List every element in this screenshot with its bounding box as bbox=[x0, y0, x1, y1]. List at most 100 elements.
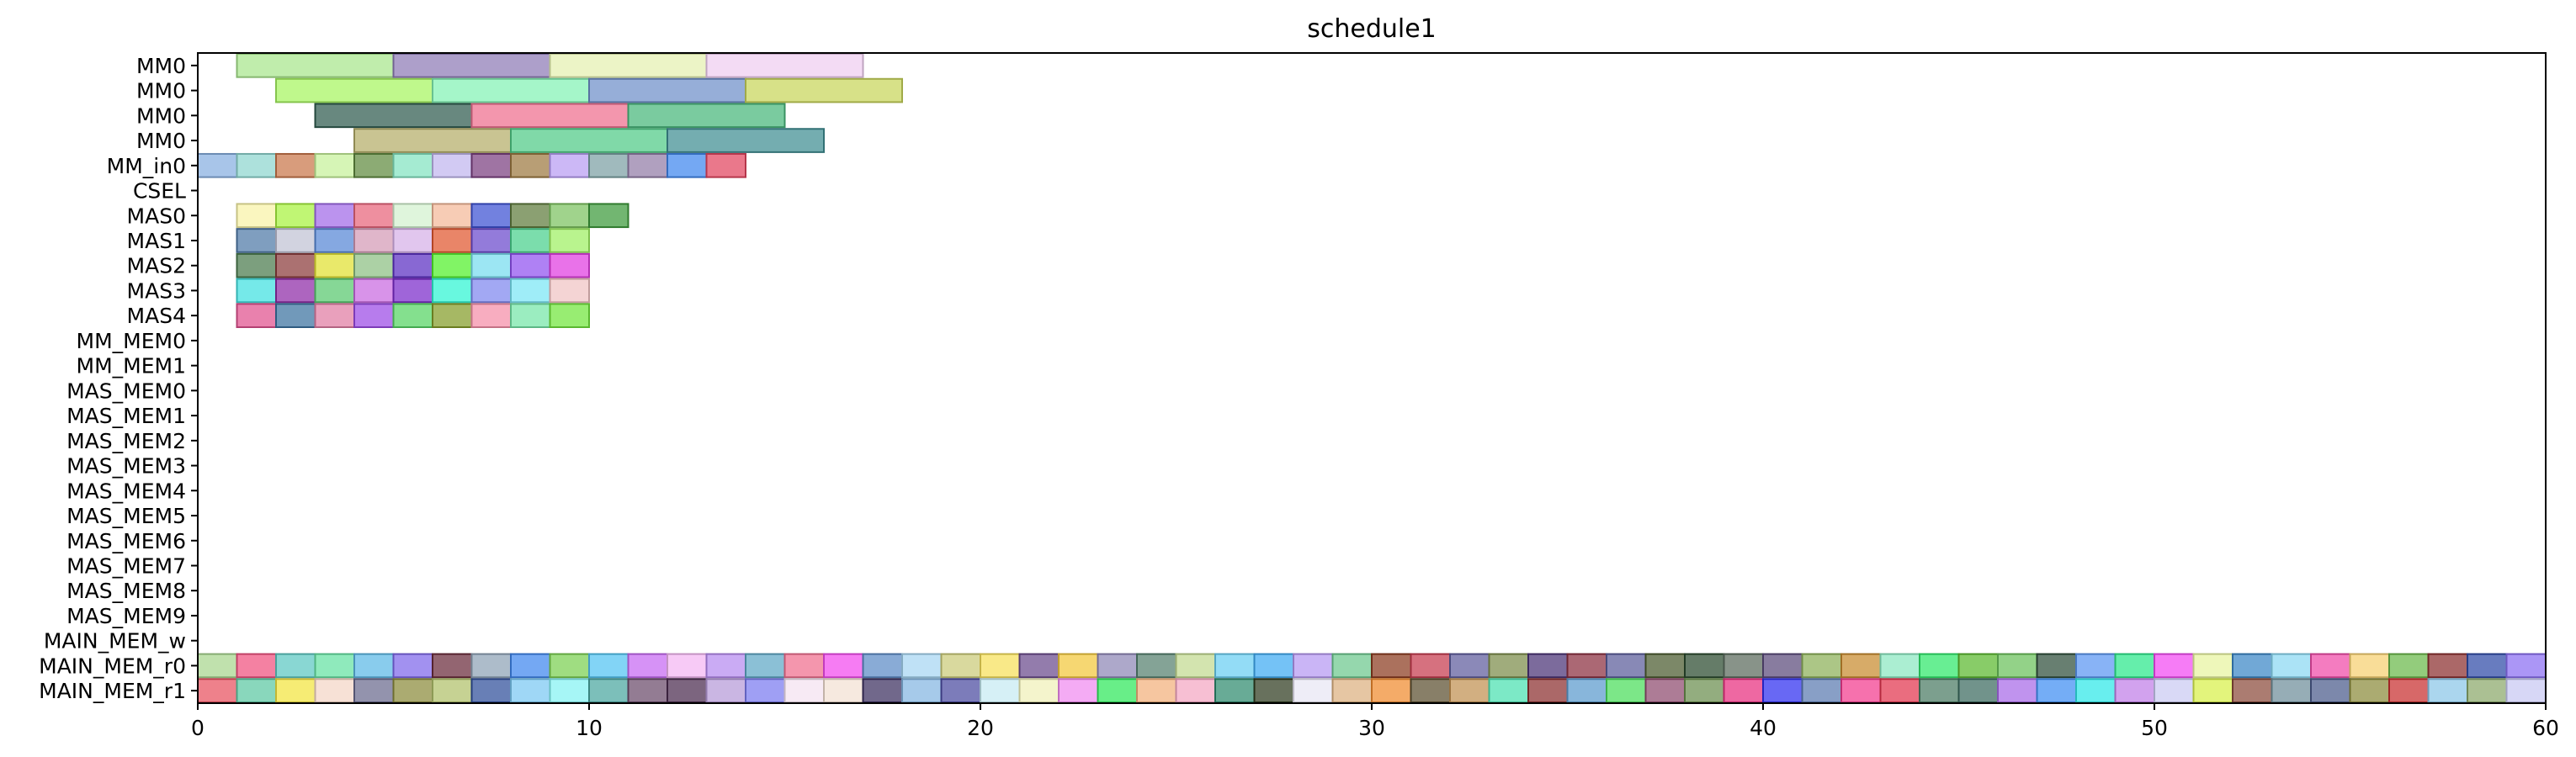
y-tick-label: MM0 bbox=[136, 129, 186, 153]
task-bar bbox=[1136, 678, 1177, 703]
task-bar bbox=[470, 152, 512, 178]
task-bar bbox=[1684, 653, 1725, 679]
task-bar bbox=[197, 653, 238, 679]
chart-title: schedule1 bbox=[1307, 14, 1437, 44]
task-bar bbox=[627, 678, 668, 703]
task-bar bbox=[2154, 653, 2195, 679]
y-tick-label: MAIN_MEM_r1 bbox=[39, 679, 186, 703]
x-tick-label: 10 bbox=[576, 716, 603, 740]
task-bar bbox=[275, 77, 433, 103]
task-bar bbox=[1253, 653, 1294, 679]
y-tick-label: MAIN_MEM_w bbox=[44, 629, 186, 654]
task-bar bbox=[1097, 653, 1138, 679]
task-bars bbox=[197, 53, 2547, 703]
task-bar bbox=[353, 278, 395, 304]
y-tick-label: MAS_MEM9 bbox=[66, 604, 186, 628]
y-tick-label: MAS0 bbox=[127, 204, 186, 228]
task-bar bbox=[2232, 653, 2273, 679]
task-bar bbox=[314, 653, 355, 679]
task-bar bbox=[549, 278, 590, 304]
task-bar bbox=[510, 653, 551, 679]
task-bar bbox=[1997, 678, 2038, 703]
task-bar bbox=[510, 678, 551, 703]
task-bar bbox=[549, 653, 590, 679]
task-bar bbox=[510, 128, 668, 153]
y-tick-label: MAS_MEM0 bbox=[66, 378, 186, 403]
y-tick-label: MM_MEM0 bbox=[77, 329, 186, 353]
task-bar bbox=[2467, 678, 2508, 703]
task-bar bbox=[432, 228, 473, 253]
task-bar bbox=[783, 678, 825, 703]
task-bar bbox=[392, 252, 433, 278]
task-bar bbox=[862, 678, 903, 703]
task-bar bbox=[314, 678, 355, 703]
task-bar bbox=[549, 228, 590, 253]
task-bar bbox=[1762, 653, 1803, 679]
task-bar bbox=[1293, 653, 1334, 679]
task-bar bbox=[2036, 678, 2077, 703]
task-bar bbox=[1997, 653, 2038, 679]
y-tick-label: MM0 bbox=[136, 54, 186, 78]
task-bar bbox=[1331, 678, 1373, 703]
task-bar bbox=[549, 203, 590, 229]
task-bar bbox=[627, 152, 668, 178]
task-bar bbox=[432, 152, 473, 178]
task-bar bbox=[470, 228, 512, 253]
task-bar bbox=[980, 678, 1021, 703]
task-bar bbox=[275, 203, 316, 229]
task-bar bbox=[392, 303, 433, 328]
task-bar bbox=[275, 228, 316, 253]
task-bar bbox=[1214, 678, 1256, 703]
y-tick-label: MAS_MEM1 bbox=[66, 404, 186, 428]
task-bar bbox=[823, 653, 864, 679]
task-bar bbox=[588, 653, 629, 679]
task-bar bbox=[2192, 653, 2233, 679]
task-bar bbox=[314, 303, 355, 328]
task-bar bbox=[940, 678, 981, 703]
task-bar bbox=[353, 678, 395, 703]
task-bar bbox=[236, 653, 277, 679]
task-bar bbox=[588, 152, 629, 178]
task-bar bbox=[1136, 653, 1177, 679]
task-bar bbox=[1488, 678, 1529, 703]
task-bar bbox=[470, 303, 512, 328]
task-bar bbox=[275, 152, 316, 178]
task-bar bbox=[1175, 678, 1216, 703]
task-bar bbox=[1801, 653, 1842, 679]
task-bar bbox=[2505, 678, 2547, 703]
task-bar bbox=[1449, 678, 1490, 703]
task-bar bbox=[314, 103, 473, 129]
task-bar bbox=[588, 678, 629, 703]
y-tick-label: MAS3 bbox=[127, 278, 186, 303]
task-bar bbox=[2192, 678, 2233, 703]
task-bar bbox=[236, 53, 395, 78]
task-bar bbox=[1762, 678, 1803, 703]
x-tick-label: 30 bbox=[1358, 716, 1385, 740]
task-bar bbox=[1840, 653, 1882, 679]
task-bar bbox=[432, 278, 473, 304]
y-tick-label: MM_MEM1 bbox=[77, 354, 186, 378]
task-bar bbox=[470, 203, 512, 229]
task-bar bbox=[1527, 653, 1569, 679]
y-tick-label: MAS_MEM3 bbox=[66, 454, 186, 479]
task-bar bbox=[549, 152, 590, 178]
task-bar bbox=[470, 678, 512, 703]
task-bar bbox=[2114, 653, 2155, 679]
task-bar bbox=[627, 653, 668, 679]
task-bar bbox=[1957, 678, 1999, 703]
y-tick-label: MAS2 bbox=[127, 254, 186, 278]
x-tick-label: 0 bbox=[191, 716, 204, 740]
task-bar bbox=[236, 203, 277, 229]
y-tick-label: MM0 bbox=[136, 79, 186, 103]
task-bar bbox=[510, 228, 551, 253]
task-bar bbox=[2310, 678, 2351, 703]
task-bar bbox=[236, 678, 277, 703]
task-bar bbox=[314, 203, 355, 229]
task-bar bbox=[1606, 653, 1647, 679]
y-axis-labels: MM0MM0MM0MM0MM_in0CSELMAS0MAS1MAS2MAS3MA… bbox=[39, 54, 198, 703]
task-bar bbox=[1879, 653, 1920, 679]
task-bar bbox=[314, 228, 355, 253]
task-bar bbox=[392, 653, 433, 679]
x-axis: 0 10 20 30 40 50 60 bbox=[191, 703, 2559, 740]
